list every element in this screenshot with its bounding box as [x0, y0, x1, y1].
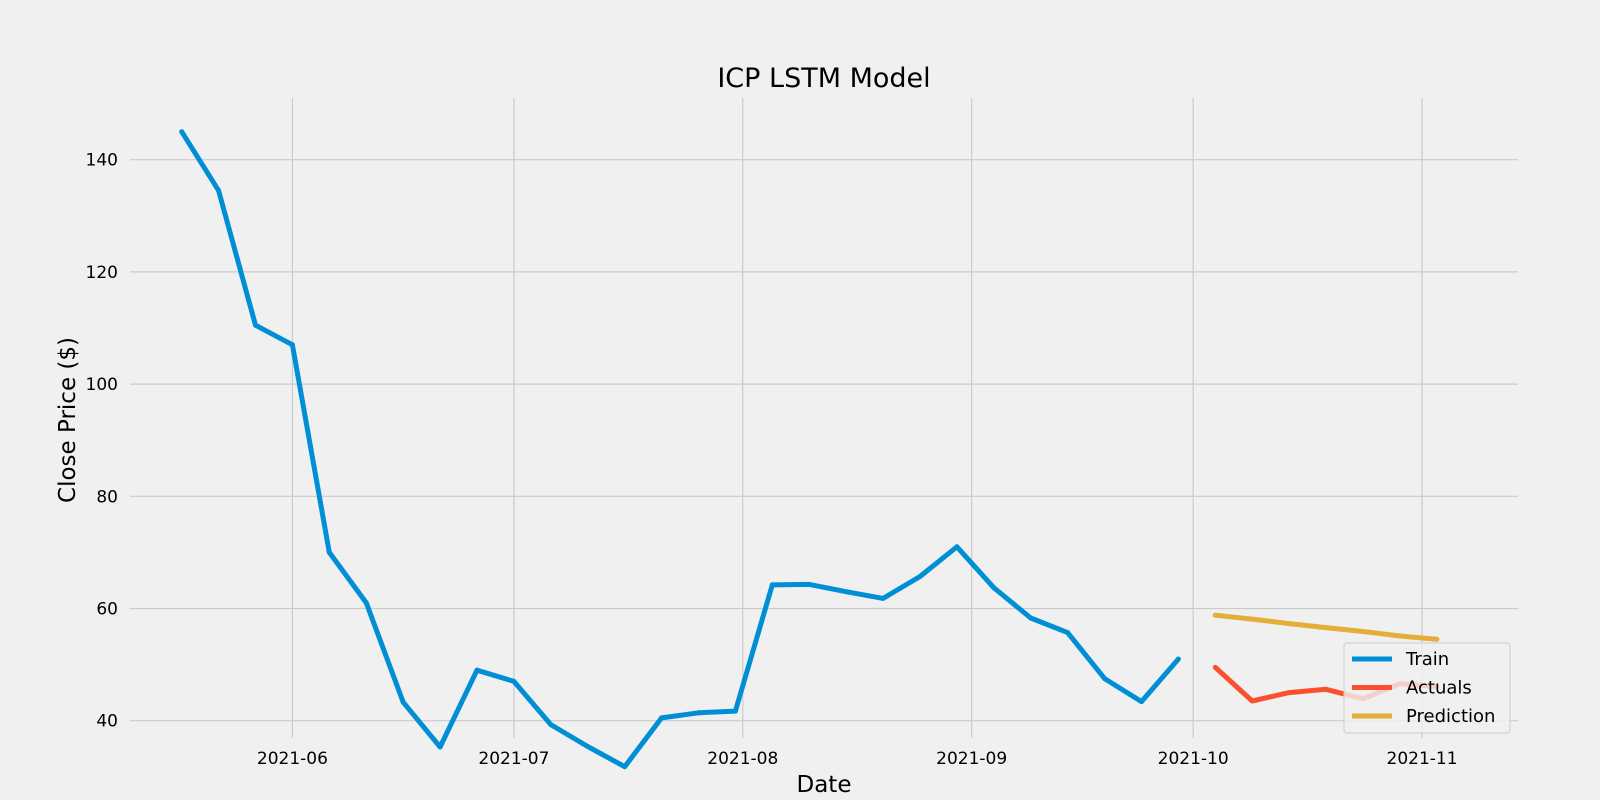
data-point [696, 710, 701, 716]
data-point [917, 574, 923, 579]
x-tick-label: 2021-08 [707, 749, 778, 769]
data-point [1286, 621, 1292, 627]
data-point [474, 667, 480, 673]
data-point [1065, 630, 1071, 636]
data-point [769, 582, 775, 588]
x-tick-label: 2021-10 [1158, 749, 1229, 769]
y-tick-label: 60 [96, 599, 118, 619]
data-point [437, 744, 443, 750]
data-point [1249, 616, 1255, 622]
legend-label: Train [1405, 649, 1449, 670]
data-point [1212, 612, 1218, 618]
grid-lines [130, 98, 1518, 738]
data-point [843, 589, 849, 595]
data-point [1360, 629, 1366, 634]
y-axis-label: Close Price ($) [55, 337, 81, 503]
data-point [585, 744, 591, 749]
data-point [1286, 690, 1292, 696]
data-point [732, 708, 738, 714]
data-point [622, 764, 628, 770]
data-point [806, 581, 812, 587]
data-point [289, 342, 295, 348]
data-point [1397, 633, 1403, 639]
data-point [1139, 699, 1144, 705]
y-tick-label: 100 [86, 375, 118, 395]
x-tick-label: 2021-11 [1387, 749, 1458, 769]
y-tick-label: 120 [86, 263, 118, 283]
x-tick-label: 2021-09 [936, 749, 1007, 769]
data-point [179, 129, 185, 135]
data-point [363, 600, 369, 606]
legend-label: Prediction [1406, 706, 1495, 727]
legend-label: Actuals [1406, 678, 1472, 699]
plot-area [130, 98, 1518, 788]
x-tick-label: 2021-07 [478, 749, 549, 769]
chart-title: ICP LSTM Model [717, 63, 930, 94]
data-point [954, 544, 960, 550]
data-point [326, 549, 332, 555]
data-point [216, 188, 222, 194]
data-point [1028, 615, 1034, 621]
data-point [1212, 664, 1218, 670]
data-point [511, 678, 517, 684]
legend-box [1343, 642, 1511, 734]
data-point [1434, 636, 1440, 642]
data-point [400, 699, 406, 705]
x-tick-label: 2021-06 [257, 749, 328, 769]
legend: Train Actuals Prediction [1343, 642, 1511, 734]
data-point [659, 715, 665, 721]
data-point [1102, 676, 1108, 682]
series-prediction [1212, 612, 1440, 642]
y-tick-label: 40 [96, 712, 118, 732]
y-tick-labels: 40 60 80 100 120 140 [86, 151, 118, 732]
series-line [179, 130, 1181, 770]
series-train [179, 129, 1181, 770]
data-point [548, 722, 554, 728]
data-point [880, 595, 886, 601]
data-point [991, 585, 997, 591]
data-point [253, 322, 258, 328]
y-tick-label: 80 [96, 487, 118, 507]
data-point [1323, 625, 1329, 631]
data-point [1323, 686, 1329, 692]
x-tick-labels: 2021-06 2021-07 2021-08 2021-09 2021-10 2021-… [257, 749, 1458, 769]
data-point [1175, 656, 1181, 662]
x-axis-label: Date [797, 772, 852, 798]
y-tick-label: 140 [86, 151, 118, 171]
data-point [1249, 698, 1255, 704]
